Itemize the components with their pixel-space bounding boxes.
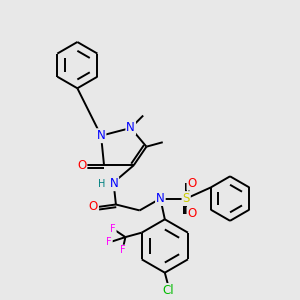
Text: O: O <box>89 200 98 213</box>
Text: N: N <box>156 192 165 205</box>
Text: O: O <box>188 177 197 190</box>
Text: N: N <box>126 122 135 134</box>
Text: H: H <box>98 179 106 189</box>
Text: F: F <box>106 237 112 248</box>
Text: F: F <box>110 224 116 234</box>
Text: O: O <box>188 208 197 220</box>
Text: F: F <box>120 245 125 255</box>
Text: S: S <box>182 192 190 205</box>
Text: N: N <box>110 177 118 190</box>
Text: Cl: Cl <box>162 284 174 297</box>
Text: O: O <box>77 159 86 172</box>
Text: N: N <box>97 129 106 142</box>
